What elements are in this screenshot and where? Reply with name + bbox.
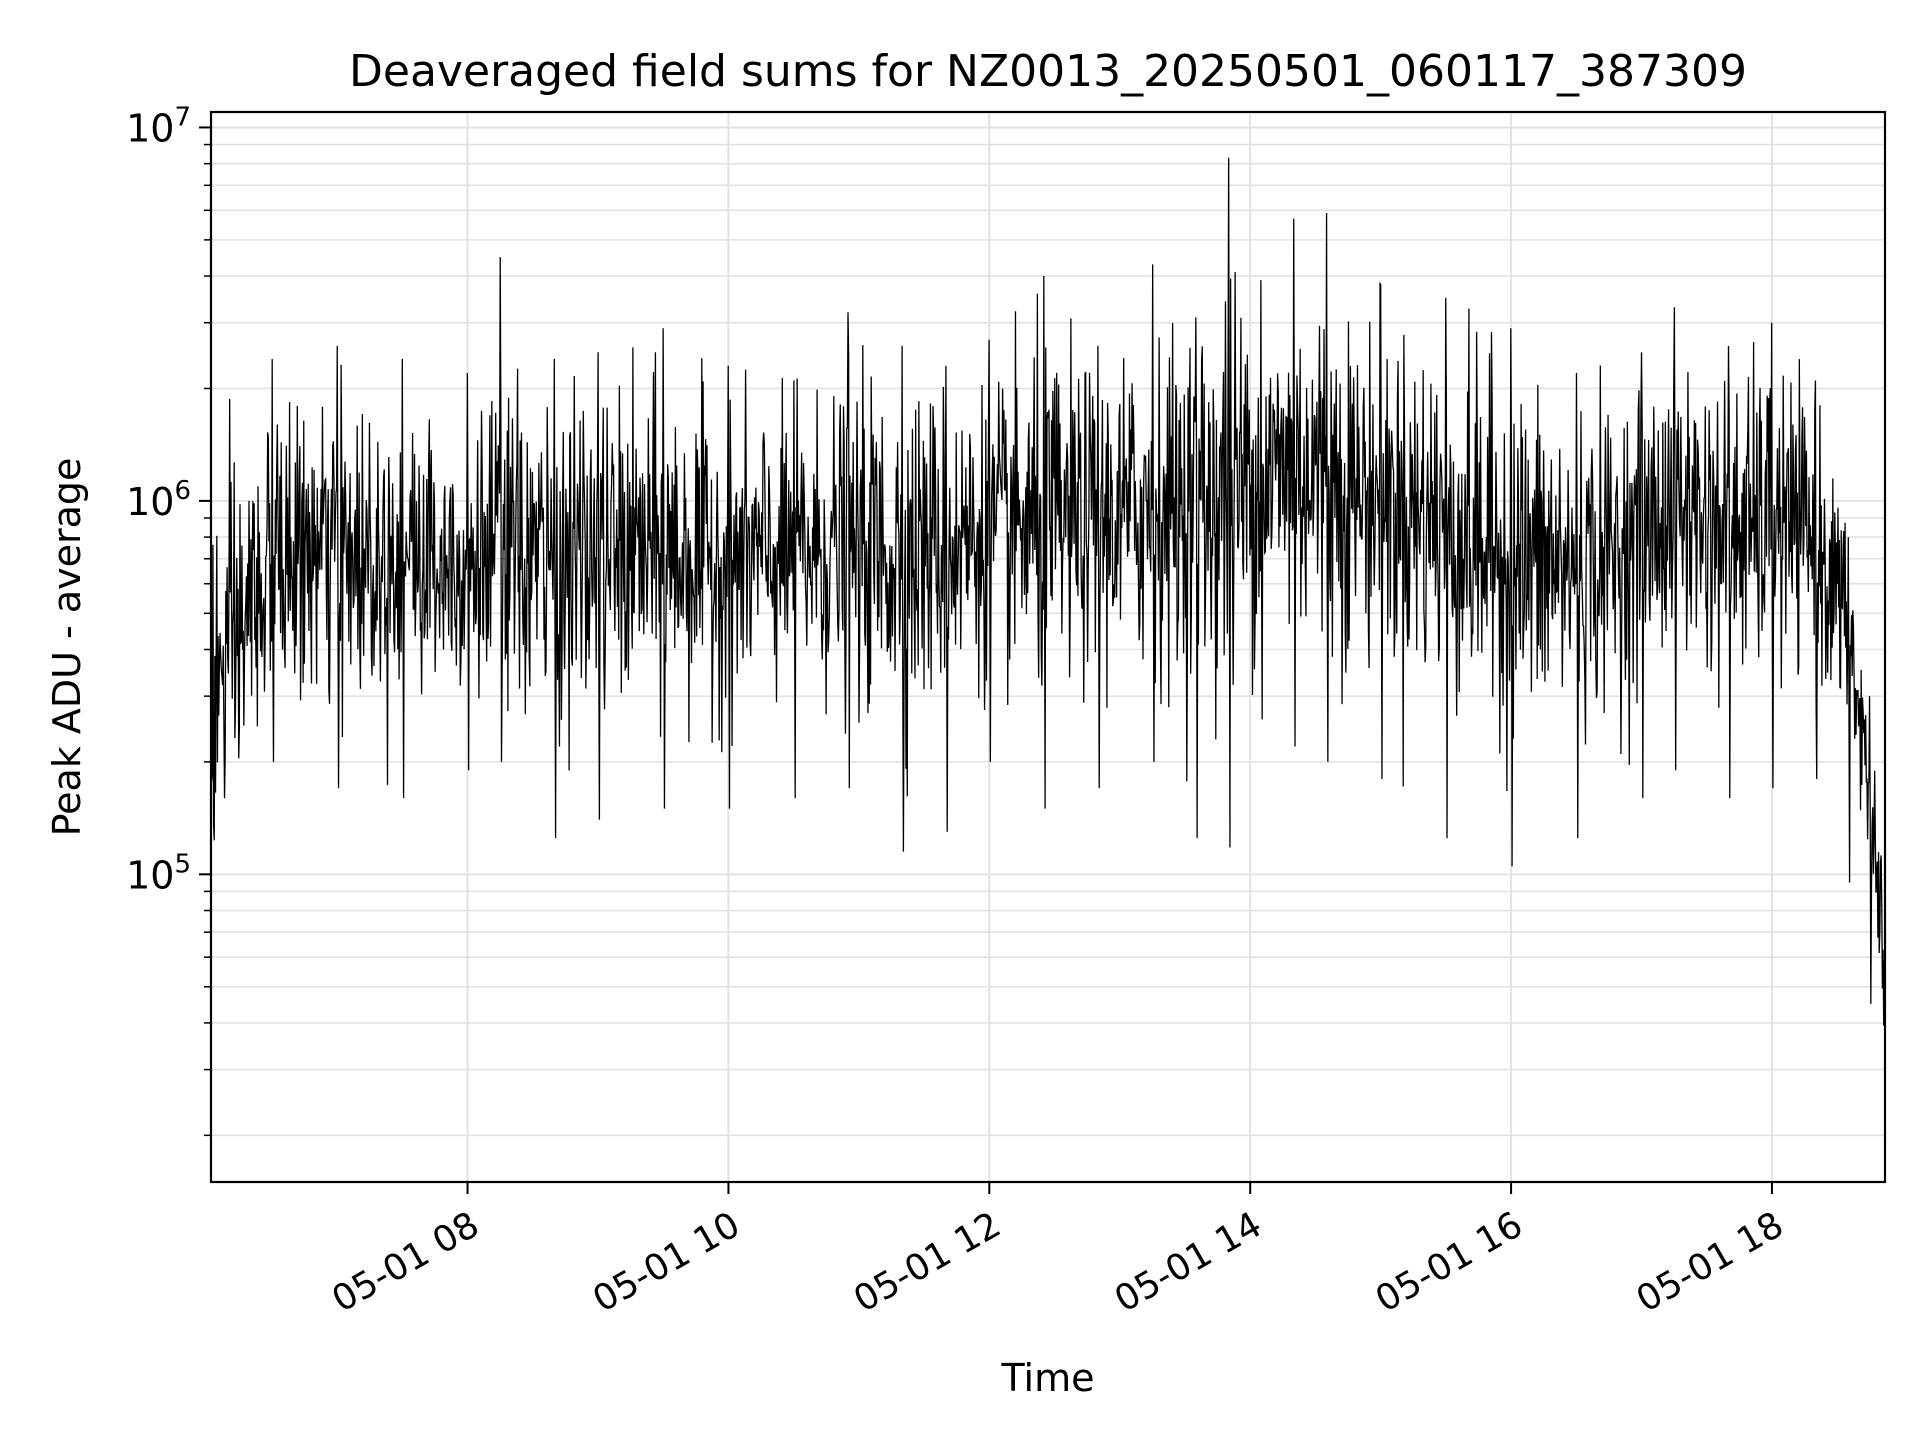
y-tick-label: 105 [126,849,191,897]
data-series [210,157,1886,1026]
y-axis-label: Peak ADU - average [45,458,89,837]
series-line [210,157,1886,1026]
y-tick-label: 106 [126,476,191,524]
plot-frame [209,110,1887,1184]
chart-title: Deaveraged field sums for NZ0013_2025050… [349,46,1747,97]
grid [211,112,1885,1182]
y-axis-ticks: 105 106 107 [126,102,211,1137]
y-tick-label: 107 [126,102,191,150]
x-axis-label: Time [1001,1356,1095,1400]
